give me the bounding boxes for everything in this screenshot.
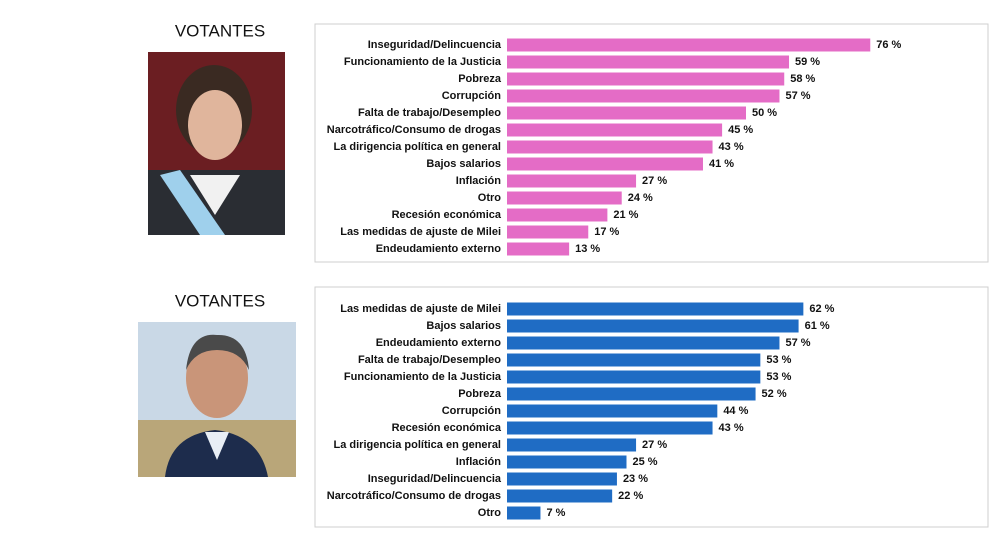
bar [507,506,541,520]
category-label: Falta de trabajo/Desempleo [358,107,501,119]
category-label: Otro [478,507,502,519]
category-label: Las medidas de ajuste de Milei [340,226,501,238]
value-label: 76 % [876,39,901,51]
category-label: Corrupción [442,405,502,417]
value-label: 57 % [785,90,810,102]
value-label: 61 % [805,320,830,332]
value-label: 50 % [752,107,777,119]
category-label: Funcionamiento de la Justicia [344,371,502,383]
bar [507,140,713,154]
bar [507,225,589,239]
category-label: Narcotráfico/Consumo de drogas [327,124,501,136]
bar [507,72,785,86]
bar [507,55,790,69]
bar [507,421,713,435]
category-label: Bajos salarios [426,158,501,170]
value-label: 21 % [613,209,638,221]
bar [507,404,718,418]
value-label: 53 % [766,371,791,383]
value-label: 25 % [633,456,658,468]
value-label: 22 % [618,490,643,502]
value-label: 53 % [766,354,791,366]
value-label: 23 % [623,473,648,485]
category-label: La dirigencia política en general [334,141,502,153]
category-label: Corrupción [442,90,502,102]
value-label: 45 % [728,124,753,136]
bar [507,336,780,350]
value-label: 58 % [790,73,815,85]
category-label: Falta de trabajo/Desempleo [358,354,501,366]
bar [507,123,723,137]
category-label: Inflación [456,456,502,468]
bar [507,242,570,256]
category-label: Pobreza [458,388,502,400]
category-label: Endeudamiento externo [376,243,502,255]
bar [507,302,804,316]
value-label: 44 % [723,405,748,417]
bar [507,89,780,103]
value-label: 27 % [642,439,667,451]
bar [507,106,746,120]
bar [507,370,761,384]
category-label: La dirigencia política en general [334,439,502,451]
chart-title: VOTANTES [175,21,265,40]
value-label: 13 % [575,243,600,255]
value-label: 43 % [719,141,744,153]
value-label: 24 % [628,192,653,204]
value-label: 43 % [719,422,744,434]
bar [507,208,608,222]
value-label: 62 % [809,303,834,315]
category-label: Otro [478,192,502,204]
chart-title: VOTANTES [175,291,265,310]
value-label: 59 % [795,56,820,68]
bar [507,438,637,452]
bar [507,489,613,503]
photo [138,322,296,477]
category-label: Inseguridad/Delincuencia [368,39,502,51]
category-label: Pobreza [458,73,502,85]
bar [507,174,637,188]
value-label: 17 % [594,226,619,238]
category-label: Recesión económica [392,209,502,221]
category-label: Inflación [456,175,502,187]
category-label: Bajos salarios [426,320,501,332]
bar [507,387,756,401]
category-label: Las medidas de ajuste de Milei [340,303,501,315]
value-label: 7 % [546,507,565,519]
bar [507,191,622,205]
bar [507,353,761,367]
bar [507,455,627,469]
value-label: 27 % [642,175,667,187]
category-label: Inseguridad/Delincuencia [368,473,502,485]
bar [507,319,799,333]
bar [507,472,617,486]
bar [507,157,703,171]
bar [507,38,871,52]
category-label: Narcotráfico/Consumo de drogas [327,490,501,502]
value-label: 41 % [709,158,734,170]
photo [148,52,285,235]
category-label: Recesión económica [392,422,502,434]
category-label: Funcionamiento de la Justicia [344,56,502,68]
value-label: 57 % [785,337,810,349]
category-label: Endeudamiento externo [376,337,502,349]
value-label: 52 % [762,388,787,400]
